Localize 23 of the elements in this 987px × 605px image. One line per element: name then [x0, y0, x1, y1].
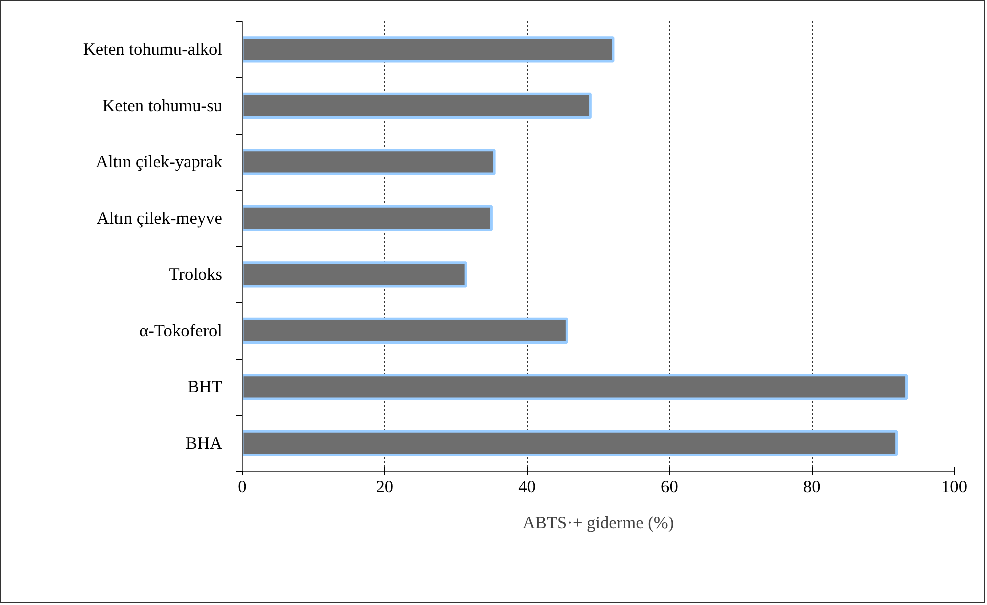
bar — [242, 262, 468, 288]
x-tick-label: 0 — [238, 478, 247, 496]
y-tick-label: BHT — [188, 378, 223, 397]
bar — [242, 374, 908, 400]
x-axis-title: ABTS·+ giderme (%) — [522, 514, 674, 532]
bar — [242, 430, 898, 456]
y-tick-label: Keten tohumu-su — [102, 96, 223, 116]
bar — [242, 205, 493, 232]
x-tick-label: 40 — [518, 478, 536, 496]
x-tick-label: 20 — [376, 478, 394, 496]
x-tick-label: 60 — [661, 478, 678, 496]
bar — [242, 92, 592, 119]
bar — [242, 149, 496, 176]
y-tick-label: BHA — [186, 434, 223, 453]
y-tick-label: Altın çilek-meyve — [96, 208, 223, 228]
y-tick-label: Keten tohumu-alkol — [83, 40, 223, 60]
bar — [242, 318, 568, 344]
x-tick-label: 80 — [803, 478, 821, 496]
y-tick-label: Troloks — [169, 265, 223, 284]
x-tick-label: 100 — [942, 478, 968, 496]
bar — [242, 36, 615, 63]
y-tick-label: Altın çilek-yaprak — [96, 152, 223, 172]
y-tick-label: α-Tokoferol — [140, 321, 223, 340]
